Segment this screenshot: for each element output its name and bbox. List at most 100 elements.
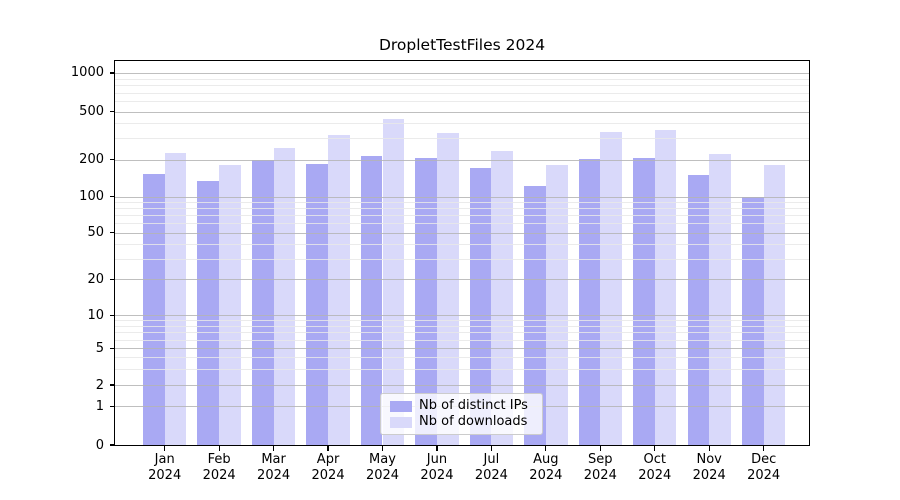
x-tick-mark-mar	[272, 446, 275, 451]
legend-swatch-distinct-ips	[390, 400, 412, 412]
gridline-major-200	[115, 159, 809, 161]
x-tick-label-may: May 2024	[351, 452, 415, 484]
y-tick-label-2: 2	[95, 377, 104, 393]
x-tick-label-jun: Jun 2024	[405, 452, 469, 484]
x-tick-label-apr: Apr 2024	[296, 452, 360, 484]
x-tick-label-month-jul: Jul	[483, 452, 500, 467]
x-tick-mark-jun	[436, 446, 438, 451]
bar-nb-of-downloads-may	[382, 118, 405, 445]
x-tick-label-year-apr: 2024	[311, 468, 345, 483]
x-tick-label-dec: Dec 2024	[732, 452, 796, 484]
gridline-minor-40	[115, 244, 809, 246]
plot-area	[114, 60, 810, 446]
y-tick-label-100: 100	[79, 189, 104, 205]
x-tick-label-oct: Oct 2024	[623, 452, 687, 484]
x-tick-label-year-mar: 2024	[257, 468, 291, 483]
y-tick-label-1000: 1000	[70, 65, 104, 81]
gridline-minor-700	[115, 92, 809, 94]
x-tick-label-month-aug: Aug	[533, 452, 559, 467]
y-tick-mark-20	[110, 278, 115, 281]
y-tick-label-500: 500	[79, 104, 104, 120]
y-tick-label-50: 50	[87, 225, 104, 241]
x-tick-label-month-sep: Sep	[588, 452, 613, 467]
x-tick-label-year-may: 2024	[365, 468, 400, 483]
gridline-minor-30	[115, 258, 809, 260]
y-tick-label-20: 20	[87, 271, 104, 287]
x-tick-label-month-nov: Nov	[696, 452, 722, 467]
x-tick-mark-jul	[490, 446, 493, 451]
gridline-major-1000	[115, 72, 809, 74]
gridline-minor-600	[115, 101, 809, 103]
legend-entry-distinct-ips: Nb of distinct IPs	[390, 398, 536, 414]
x-tick-label-year-nov: 2024	[692, 468, 726, 483]
bar-nb-of-distinct-ips-mar	[251, 160, 274, 445]
gridline-minor-3	[115, 368, 809, 370]
y-tick-mark-1000	[110, 72, 115, 74]
gridline-minor-300	[115, 138, 809, 140]
y-tick-label-200: 200	[79, 152, 104, 168]
x-tick-label-jan: Jan 2024	[133, 452, 197, 484]
x-tick-label-year-feb: 2024	[202, 468, 236, 483]
bar-nb-of-distinct-ips-nov	[687, 175, 710, 445]
x-tick-mark-sep	[599, 446, 601, 451]
bar-nb-of-downloads-nov	[709, 154, 731, 445]
x-tick-label-month-oct: Oct	[643, 452, 666, 467]
x-tick-label-feb: Feb 2024	[187, 452, 251, 484]
y-tick-mark-1	[110, 405, 115, 407]
y-tick-mark-2	[110, 384, 115, 386]
y-tick-label-0: 0	[95, 437, 104, 453]
y-tick-label-10: 10	[87, 307, 104, 323]
legend-swatch-downloads	[390, 416, 412, 428]
bar-nb-of-downloads-aug	[545, 164, 568, 445]
gridline-minor-4	[115, 357, 809, 359]
bar-nb-of-downloads-sep	[600, 131, 622, 445]
gridline-minor-6	[115, 339, 809, 341]
x-tick-mark-feb	[218, 446, 220, 451]
x-tick-label-aug: Aug 2024	[514, 452, 578, 484]
gridline-minor-80	[115, 208, 809, 210]
y-tick-mark-10	[110, 314, 115, 316]
x-tick-label-month-jan: Jan	[154, 452, 175, 467]
gridline-minor-7	[115, 332, 809, 334]
bar-nb-of-downloads-jun	[436, 132, 459, 445]
y-tick-mark-5	[110, 347, 115, 349]
x-tick-label-year-jun: 2024	[420, 468, 454, 483]
x-tick-label-sep: Sep 2024	[568, 452, 632, 484]
x-tick-label-jul: Jul 2024	[459, 452, 523, 484]
bar-nb-of-distinct-ips-apr	[306, 163, 329, 445]
bar-nb-of-downloads-apr	[328, 135, 350, 445]
bar-nb-of-downloads-oct	[654, 130, 677, 445]
chart-title: DropletTestFiles 2024	[378, 36, 546, 54]
y-tick-label-1: 1	[95, 398, 104, 414]
x-tick-mark-nov	[708, 446, 710, 451]
gridline-minor-90	[115, 202, 809, 204]
x-tick-label-year-jul: 2024	[474, 468, 508, 483]
legend-label-downloads: Nb of downloads	[419, 414, 528, 429]
x-tick-label-month-apr: Apr	[316, 452, 340, 467]
x-tick-mark-dec	[763, 446, 765, 451]
bar-nb-of-distinct-ips-jun	[415, 157, 437, 445]
gridline-minor-8	[115, 325, 809, 327]
gridline-minor-400	[115, 123, 809, 125]
gridline-major-10	[115, 315, 809, 317]
bar-nb-of-distinct-ips-sep	[578, 159, 601, 445]
x-tick-label-month-mar: Mar	[261, 452, 286, 467]
x-tick-label-month-may: May	[369, 452, 396, 467]
gridline-minor-9	[115, 320, 809, 322]
x-tick-mark-aug	[545, 446, 547, 451]
x-tick-mark-apr	[327, 446, 329, 451]
x-tick-label-year-oct: 2024	[638, 468, 672, 483]
bar-nb-of-distinct-ips-jan	[143, 174, 165, 445]
x-tick-mark-jan	[164, 446, 166, 451]
gridline-minor-800	[115, 85, 809, 87]
x-tick-label-month-dec: Dec	[751, 452, 777, 467]
gridline-minor-900	[115, 78, 809, 80]
gridline-major-2	[115, 385, 809, 387]
y-tick-mark-100	[110, 195, 115, 198]
gridline-major-100	[115, 196, 809, 198]
bar-nb-of-distinct-ips-may	[360, 156, 383, 445]
bar-nb-of-distinct-ips-jul	[469, 168, 492, 445]
gridline-minor-60	[115, 223, 809, 225]
gridline-major-5	[115, 348, 809, 350]
